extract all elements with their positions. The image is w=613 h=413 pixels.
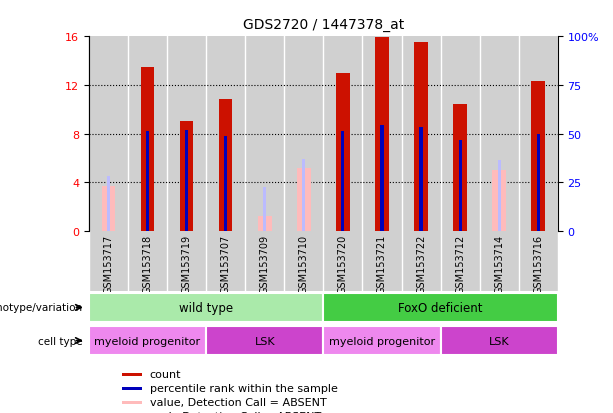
Text: percentile rank within the sample: percentile rank within the sample bbox=[150, 383, 338, 393]
Bar bbox=[128, 231, 167, 291]
Bar bbox=[284, 231, 324, 291]
Text: GSM153716: GSM153716 bbox=[533, 234, 543, 293]
Text: GSM153712: GSM153712 bbox=[455, 234, 465, 293]
Bar bbox=[284, 37, 324, 231]
Text: GSM153720: GSM153720 bbox=[338, 234, 348, 293]
Bar bbox=[459, 140, 462, 231]
Bar bbox=[324, 293, 558, 323]
Bar bbox=[245, 37, 284, 231]
Text: FoxO deficient: FoxO deficient bbox=[398, 301, 483, 314]
Bar bbox=[419, 128, 422, 231]
Bar bbox=[441, 231, 480, 291]
Bar bbox=[441, 326, 558, 356]
Bar bbox=[519, 231, 558, 291]
Bar bbox=[122, 373, 142, 376]
Bar bbox=[480, 37, 519, 231]
Bar bbox=[206, 326, 324, 356]
Text: GSM153714: GSM153714 bbox=[494, 234, 504, 293]
Bar bbox=[302, 160, 305, 231]
Bar bbox=[89, 326, 206, 356]
Bar bbox=[263, 188, 266, 231]
Bar bbox=[402, 37, 441, 231]
Bar bbox=[362, 231, 402, 291]
Bar bbox=[414, 43, 428, 231]
Text: GSM153709: GSM153709 bbox=[260, 234, 270, 293]
Bar bbox=[167, 231, 206, 291]
Text: rank, Detection Call = ABSENT: rank, Detection Call = ABSENT bbox=[150, 411, 321, 413]
Bar bbox=[402, 231, 441, 291]
Bar bbox=[107, 177, 110, 231]
Bar bbox=[492, 171, 506, 231]
Text: cell type: cell type bbox=[38, 336, 83, 346]
Text: GSM153707: GSM153707 bbox=[221, 234, 230, 293]
Bar bbox=[537, 134, 540, 231]
Text: value, Detection Call = ABSENT: value, Detection Call = ABSENT bbox=[150, 397, 326, 407]
Bar bbox=[341, 132, 345, 231]
Text: count: count bbox=[150, 369, 181, 379]
Bar bbox=[180, 122, 194, 231]
Bar bbox=[324, 231, 362, 291]
Bar bbox=[324, 37, 362, 231]
Bar bbox=[336, 74, 350, 231]
Text: GSM153722: GSM153722 bbox=[416, 234, 426, 294]
Bar bbox=[531, 82, 545, 231]
Bar bbox=[140, 67, 154, 231]
Bar bbox=[258, 217, 272, 231]
Text: myeloid progenitor: myeloid progenitor bbox=[94, 336, 200, 346]
Bar bbox=[185, 131, 188, 231]
Text: GSM153721: GSM153721 bbox=[377, 234, 387, 293]
Text: GSM153719: GSM153719 bbox=[181, 234, 192, 293]
Bar bbox=[146, 132, 149, 231]
Bar bbox=[362, 37, 402, 231]
Bar bbox=[498, 161, 501, 231]
Bar bbox=[102, 186, 115, 231]
Text: myeloid progenitor: myeloid progenitor bbox=[329, 336, 435, 346]
Bar bbox=[324, 326, 441, 356]
Bar bbox=[206, 37, 245, 231]
Bar bbox=[89, 231, 128, 291]
Bar bbox=[519, 37, 558, 231]
Bar bbox=[122, 401, 142, 404]
Bar bbox=[167, 37, 206, 231]
Bar bbox=[453, 105, 467, 231]
Text: GSM153710: GSM153710 bbox=[299, 234, 309, 293]
Bar bbox=[480, 231, 519, 291]
Bar bbox=[122, 387, 142, 390]
Text: GSM153717: GSM153717 bbox=[104, 234, 113, 293]
Bar bbox=[441, 37, 480, 231]
Bar bbox=[375, 38, 389, 231]
Text: LSK: LSK bbox=[489, 336, 509, 346]
Text: GSM153718: GSM153718 bbox=[142, 234, 153, 293]
Title: GDS2720 / 1447378_at: GDS2720 / 1447378_at bbox=[243, 18, 404, 32]
Bar bbox=[89, 37, 128, 231]
Bar bbox=[297, 168, 311, 231]
Bar bbox=[224, 137, 227, 231]
Bar bbox=[381, 126, 384, 231]
Text: genotype/variation: genotype/variation bbox=[0, 303, 83, 313]
Text: LSK: LSK bbox=[254, 336, 275, 346]
Bar bbox=[128, 37, 167, 231]
Text: wild type: wild type bbox=[179, 301, 233, 314]
Bar bbox=[245, 231, 284, 291]
Bar bbox=[89, 293, 324, 323]
Bar bbox=[206, 231, 245, 291]
Bar bbox=[219, 100, 232, 231]
